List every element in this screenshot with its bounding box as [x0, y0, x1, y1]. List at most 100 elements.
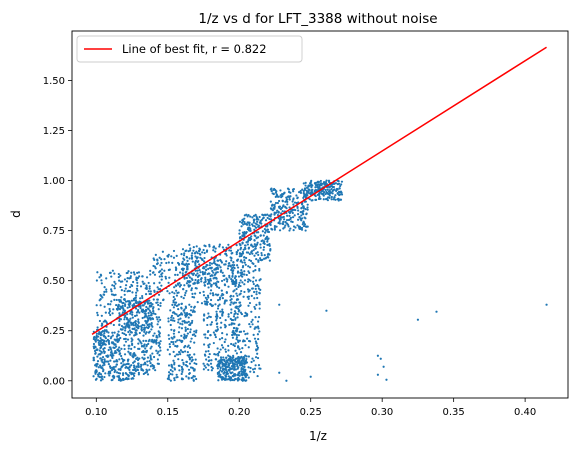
scatter-point [137, 342, 140, 345]
scatter-point [278, 229, 282, 232]
scatter-point [286, 200, 289, 203]
scatter-point [376, 354, 379, 357]
scatter-point [193, 341, 196, 344]
scatter-point [210, 267, 213, 270]
scatter-point [186, 263, 189, 267]
scatter-point [285, 198, 288, 201]
scatter-point [337, 190, 341, 193]
scatter-point [236, 365, 239, 368]
scatter-point [110, 368, 114, 372]
scatter-point [199, 256, 202, 259]
scatter-point [221, 292, 224, 296]
scatter-point [278, 303, 281, 306]
scatter-point [302, 205, 305, 208]
scatter-point [250, 320, 253, 323]
scatter-point [282, 220, 285, 223]
scatter-point [239, 279, 242, 282]
scatter-point [226, 370, 229, 373]
scatter-point [338, 182, 341, 185]
scatter-point [139, 297, 142, 300]
scatter-point [273, 228, 276, 231]
scatter-point [107, 331, 110, 334]
scatter-point [337, 197, 340, 200]
scatter-point [118, 307, 121, 311]
scatter-point [190, 356, 193, 359]
scatter-point [146, 364, 149, 367]
scatter-point [214, 293, 218, 296]
scatter-point [159, 270, 162, 273]
scatter-point [212, 341, 215, 345]
scatter-point [183, 294, 187, 297]
scatter-point [269, 207, 273, 210]
scatter-point [98, 349, 101, 352]
scatter-point [96, 271, 99, 274]
scatter-point [109, 351, 113, 354]
scatter-point [180, 302, 183, 306]
scatter-point [157, 308, 160, 311]
scatter-point [291, 216, 295, 219]
scatter-point [212, 282, 216, 285]
scatter-point [95, 364, 98, 367]
scatter-point [184, 326, 187, 329]
scatter-point [190, 337, 193, 340]
scatter-point [191, 292, 194, 295]
scatter-point [243, 283, 246, 286]
scatter-point [221, 332, 224, 335]
scatter-point [291, 200, 294, 203]
scatter-point [234, 360, 237, 363]
scatter-point [188, 257, 191, 260]
scatter-point [158, 281, 161, 284]
scatter-point [104, 360, 108, 363]
scatter-point [186, 259, 189, 262]
scatter-point [235, 360, 239, 363]
scatter-point [266, 240, 269, 243]
scatter-point [233, 277, 237, 280]
scatter-point [153, 282, 156, 285]
scatter-point [204, 333, 207, 336]
scatter-point [313, 182, 317, 185]
scatter-point [151, 317, 155, 321]
scatter-point [205, 358, 208, 361]
scatter-point [108, 310, 112, 313]
scatter-point [113, 343, 116, 346]
scatter-point [228, 274, 231, 277]
scatter-point [324, 192, 327, 196]
scatter-point [172, 256, 176, 259]
scatter-point [224, 263, 227, 266]
scatter-point [167, 261, 170, 264]
scatter-point [416, 318, 420, 321]
scatter-point [189, 309, 193, 312]
scatter-point [336, 192, 339, 195]
scatter-point [188, 323, 191, 327]
scatter-point [216, 328, 219, 331]
scatter-point [246, 337, 249, 340]
scatter-point [157, 344, 160, 347]
scatter-point [161, 272, 164, 275]
scatter-point [251, 280, 255, 283]
scatter-point [244, 354, 247, 357]
scatter-point [235, 336, 239, 339]
scatter-point [207, 286, 210, 289]
scatter-point [135, 278, 138, 281]
scatter-point [258, 303, 261, 306]
scatter-point [255, 258, 258, 261]
scatter-point [286, 223, 290, 226]
scatter-point [149, 311, 152, 314]
scatter-point [217, 304, 220, 308]
scatter-point [216, 307, 220, 310]
scatter-point [159, 304, 162, 307]
scatter-point [181, 269, 185, 272]
scatter-point [99, 366, 103, 369]
scatter-point [160, 258, 163, 261]
scatter-point [250, 310, 253, 313]
scatter-point [137, 318, 140, 321]
scatter-point [189, 366, 193, 369]
scatter-point [173, 355, 177, 358]
scatter-point [142, 334, 145, 337]
scatter-point [97, 341, 100, 344]
scatter-point [247, 355, 251, 358]
scatter-point [158, 335, 161, 338]
scatter-point [152, 341, 155, 344]
scatter-point [304, 184, 307, 187]
scatter-point [229, 265, 232, 268]
